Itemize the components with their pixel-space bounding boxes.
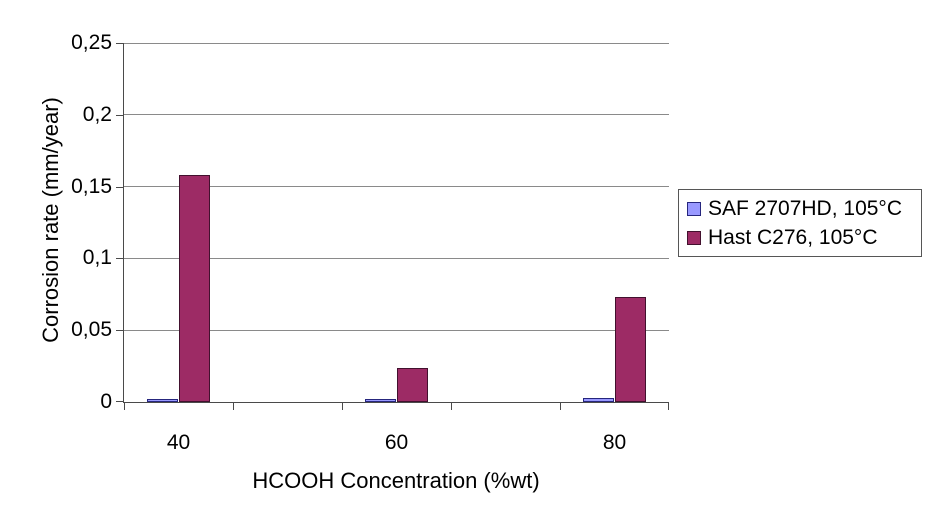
legend-swatch	[687, 201, 701, 216]
x-axis-title: HCOOH Concentration (%wt)	[252, 468, 540, 493]
y-axis-tick	[116, 330, 124, 332]
y-axis-tick	[116, 401, 124, 402]
y-axis-tick	[116, 114, 124, 116]
x-category-label: 40	[166, 431, 191, 454]
bar-hast-40	[178, 175, 210, 402]
legend-label: SAF 2707HD, 105°C	[708, 197, 902, 220]
gridline	[124, 186, 669, 188]
y-tick-label: 0,1	[82, 246, 112, 270]
y-tick-label: 0,2	[82, 102, 112, 126]
gridline	[124, 257, 669, 259]
y-axis-tick	[116, 258, 124, 260]
bar-hast-80	[614, 297, 646, 402]
y-axis-tick	[116, 43, 124, 44]
y-axis-tick	[116, 186, 124, 188]
y-tick-label: 0	[100, 390, 112, 413]
x-axis-tick	[341, 403, 343, 410]
gridline	[124, 42, 669, 44]
bar-saf-80	[583, 397, 615, 402]
y-tick-label: 0,25	[71, 31, 112, 54]
x-axis-tick	[668, 403, 669, 410]
legend-swatch	[687, 230, 701, 245]
x-category-label: 60	[384, 431, 409, 454]
x-axis-tick	[232, 403, 234, 410]
x-category-label: 80	[602, 431, 627, 454]
legend-label: Hast C276, 105°C	[708, 226, 878, 249]
gridline	[124, 114, 669, 116]
bar-hast-60	[396, 367, 428, 402]
bar-saf-40	[147, 399, 179, 402]
y-tick-label: 0,05	[71, 318, 112, 342]
legend: SAF 2707HD, 105°C Hast C276, 105°C	[678, 189, 922, 257]
y-axis-title: Corrosion rate (mm/year)	[38, 97, 63, 343]
x-axis-tick	[124, 403, 125, 410]
gridline	[124, 329, 669, 331]
legend-item: Hast C276, 105°C	[687, 226, 921, 249]
y-tick-label: 0,15	[71, 174, 112, 198]
x-axis-tick	[559, 403, 561, 410]
bar-saf-60	[365, 399, 397, 402]
legend-item: SAF 2707HD, 105°C	[687, 197, 921, 220]
x-axis-tick	[450, 403, 452, 410]
plot-area: 0 0,05 0,1 0,15 0,2 0,25 40 60 80	[71, 32, 669, 454]
